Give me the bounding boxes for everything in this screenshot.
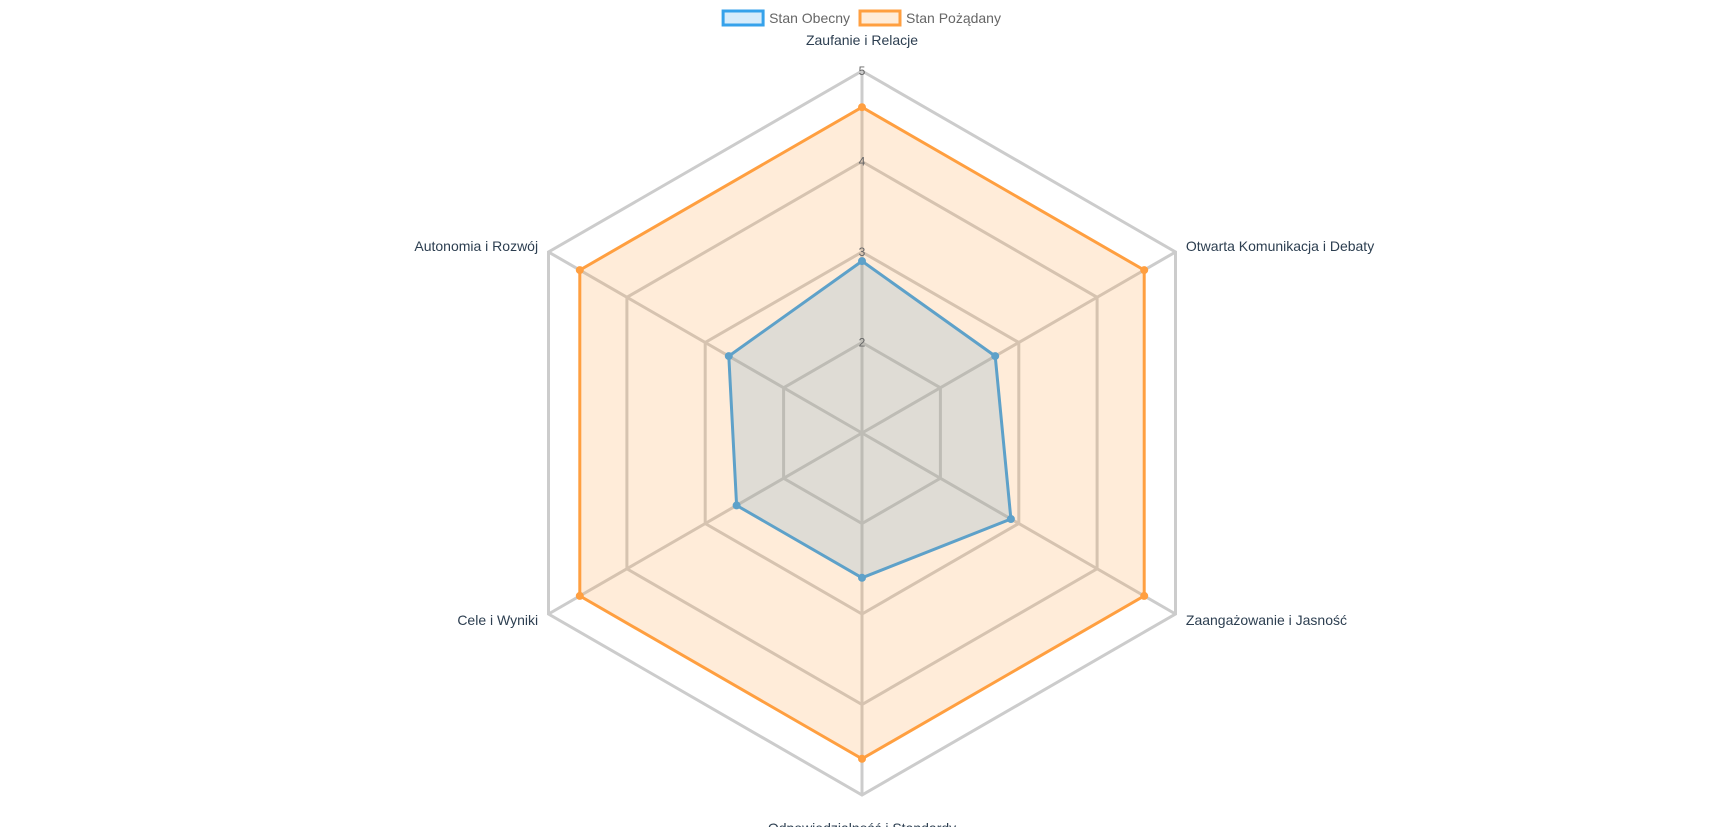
data-point[interactable] bbox=[724, 352, 733, 361]
angle-line bbox=[861, 431, 1177, 616]
legend-item-0[interactable]: Stan Obecny bbox=[721, 9, 850, 27]
data-point[interactable] bbox=[1140, 591, 1149, 600]
axis-label: Otwarta Komunikacja i Debaty bbox=[1186, 238, 1374, 254]
angle-line bbox=[861, 250, 1177, 435]
data-point[interactable] bbox=[991, 352, 1000, 361]
angle-line bbox=[547, 431, 863, 616]
data-point[interactable] bbox=[1006, 515, 1015, 523]
data-point[interactable] bbox=[1140, 266, 1149, 275]
data-point[interactable] bbox=[575, 266, 584, 275]
tick-label: 4 bbox=[859, 155, 866, 169]
axis-label: Zaufanie i Relacje bbox=[806, 32, 918, 48]
tick-layer: 2 3 4 5 bbox=[859, 64, 866, 350]
legend-label: Stan Obecny bbox=[769, 10, 850, 26]
axis-label: Zaangażowanie i Jasność bbox=[1186, 612, 1347, 628]
tick-label: 3 bbox=[859, 245, 866, 259]
axis-label: Autonomia i Rozwój bbox=[414, 238, 538, 254]
point-label-layer: Zaufanie i Relacje Otwarta Komunikacja i … bbox=[414, 32, 1374, 832]
tick-label: 5 bbox=[859, 64, 866, 78]
data-point[interactable] bbox=[858, 573, 866, 582]
data-point[interactable] bbox=[858, 257, 866, 266]
data-point[interactable] bbox=[575, 591, 584, 600]
legend-swatch bbox=[721, 9, 765, 27]
legend-swatch bbox=[858, 9, 902, 27]
axis-label: Cele i Wyniki bbox=[457, 612, 538, 628]
legend: Stan Obecny Stan Pożądany bbox=[721, 9, 1001, 27]
angle-line bbox=[547, 250, 863, 435]
legend-item-1[interactable]: Stan Pożądany bbox=[858, 9, 1001, 27]
series-layer bbox=[575, 103, 1149, 763]
tick-label: 2 bbox=[859, 336, 866, 350]
data-point[interactable] bbox=[732, 501, 741, 510]
data-point[interactable] bbox=[858, 754, 866, 763]
series-area-1 bbox=[578, 105, 1146, 761]
legend-label: Stan Pożądany bbox=[906, 10, 1001, 26]
data-point[interactable] bbox=[858, 103, 866, 112]
axis-label: Odpowiedzialność i Standardy bbox=[768, 820, 956, 827]
grid-layer bbox=[547, 69, 1177, 797]
